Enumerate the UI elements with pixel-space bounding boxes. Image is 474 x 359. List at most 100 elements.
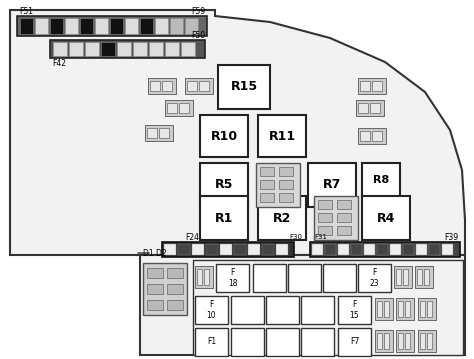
Bar: [360, 131, 370, 141]
Bar: [424, 269, 429, 285]
Bar: [17, 16, 207, 36]
Text: D1 D2: D1 D2: [143, 248, 167, 257]
Text: F
18: F 18: [228, 268, 237, 288]
Bar: [218, 65, 270, 109]
Bar: [398, 333, 403, 349]
Bar: [253, 264, 286, 292]
Bar: [234, 244, 246, 255]
Bar: [165, 42, 179, 56]
Bar: [415, 266, 433, 288]
Bar: [377, 333, 382, 349]
Bar: [159, 128, 169, 138]
Bar: [195, 266, 213, 288]
Bar: [167, 284, 183, 294]
Bar: [262, 244, 274, 255]
Bar: [53, 42, 67, 56]
Text: F51: F51: [19, 8, 33, 17]
Bar: [418, 330, 436, 352]
Text: R7: R7: [323, 178, 341, 191]
Text: F30: F30: [289, 234, 302, 240]
Bar: [375, 330, 393, 352]
Bar: [360, 81, 370, 91]
Text: F7: F7: [350, 337, 359, 346]
Bar: [288, 264, 321, 292]
Bar: [362, 196, 410, 240]
Bar: [162, 242, 294, 257]
Bar: [155, 18, 168, 34]
Bar: [65, 18, 78, 34]
Bar: [370, 103, 380, 113]
Bar: [362, 163, 400, 197]
Bar: [216, 264, 249, 292]
Bar: [170, 18, 183, 34]
Text: F1: F1: [207, 337, 216, 346]
Bar: [372, 131, 382, 141]
Text: F31: F31: [314, 234, 327, 240]
Text: R2: R2: [273, 211, 291, 224]
Bar: [187, 81, 197, 91]
Bar: [396, 269, 401, 285]
Bar: [231, 296, 264, 324]
Bar: [258, 196, 306, 240]
Bar: [167, 300, 183, 310]
Bar: [405, 333, 410, 349]
Bar: [384, 333, 389, 349]
Bar: [427, 301, 432, 317]
Bar: [301, 296, 334, 324]
Bar: [200, 196, 248, 240]
Bar: [195, 328, 228, 356]
Bar: [308, 163, 356, 207]
Bar: [338, 244, 349, 255]
Text: R8: R8: [373, 175, 389, 185]
Bar: [338, 328, 371, 356]
Bar: [396, 330, 414, 352]
Bar: [442, 244, 453, 255]
Bar: [164, 244, 176, 255]
Bar: [145, 125, 173, 141]
Bar: [80, 18, 93, 34]
Bar: [279, 167, 293, 176]
Bar: [403, 269, 408, 285]
Bar: [101, 42, 115, 56]
Text: F39: F39: [444, 233, 458, 242]
Bar: [351, 244, 362, 255]
Bar: [266, 328, 299, 356]
Text: F42: F42: [52, 59, 66, 67]
Bar: [35, 18, 48, 34]
Bar: [204, 269, 209, 285]
Bar: [185, 78, 213, 94]
Bar: [375, 298, 393, 320]
Bar: [301, 328, 334, 356]
Bar: [248, 244, 260, 255]
Bar: [50, 18, 63, 34]
Bar: [338, 296, 371, 324]
Bar: [140, 255, 465, 355]
Bar: [133, 42, 147, 56]
Bar: [179, 103, 189, 113]
Text: R4: R4: [377, 211, 395, 224]
Bar: [310, 242, 460, 257]
Text: F
15: F 15: [350, 300, 359, 320]
Bar: [364, 244, 375, 255]
Bar: [140, 18, 153, 34]
Bar: [178, 244, 190, 255]
Bar: [418, 298, 436, 320]
Bar: [358, 128, 386, 144]
Bar: [193, 260, 463, 355]
Bar: [314, 196, 358, 240]
Bar: [394, 266, 412, 288]
Bar: [260, 167, 274, 176]
Text: R5: R5: [215, 178, 233, 191]
Text: F
10: F 10: [207, 300, 216, 320]
Bar: [403, 244, 414, 255]
Bar: [398, 301, 403, 317]
Bar: [162, 81, 172, 91]
Bar: [279, 180, 293, 189]
Bar: [260, 180, 274, 189]
Bar: [125, 18, 138, 34]
Text: R11: R11: [268, 130, 296, 143]
Bar: [337, 213, 351, 222]
Bar: [150, 81, 160, 91]
Bar: [258, 115, 306, 157]
Bar: [417, 269, 422, 285]
